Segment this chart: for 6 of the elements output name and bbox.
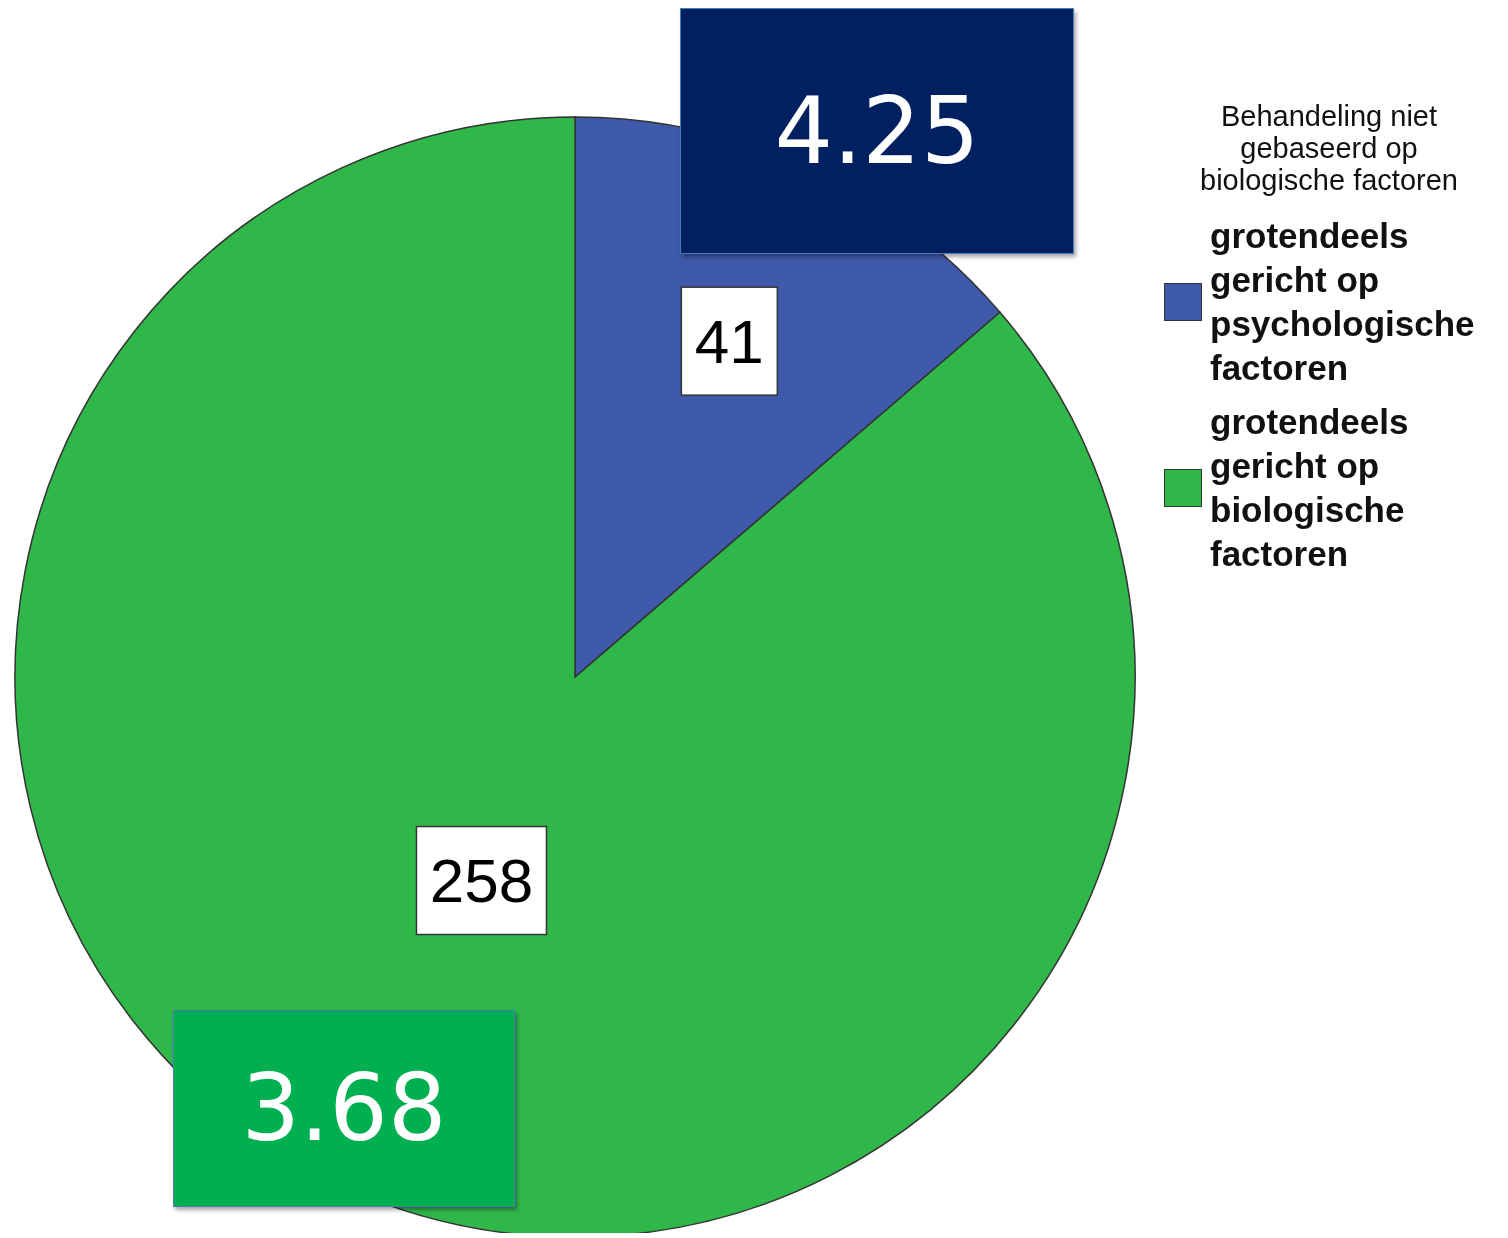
text: 3.68 xyxy=(241,1055,447,1162)
legend-label: grotendeels gericht op biologische factoren xyxy=(1210,401,1410,575)
data-label: 258 xyxy=(429,846,534,916)
legend-title: Behandeling niet gebaseerd op biologische factoren xyxy=(1199,100,1459,196)
data-label: 41 xyxy=(694,306,764,376)
text: 4.25 xyxy=(774,77,980,185)
